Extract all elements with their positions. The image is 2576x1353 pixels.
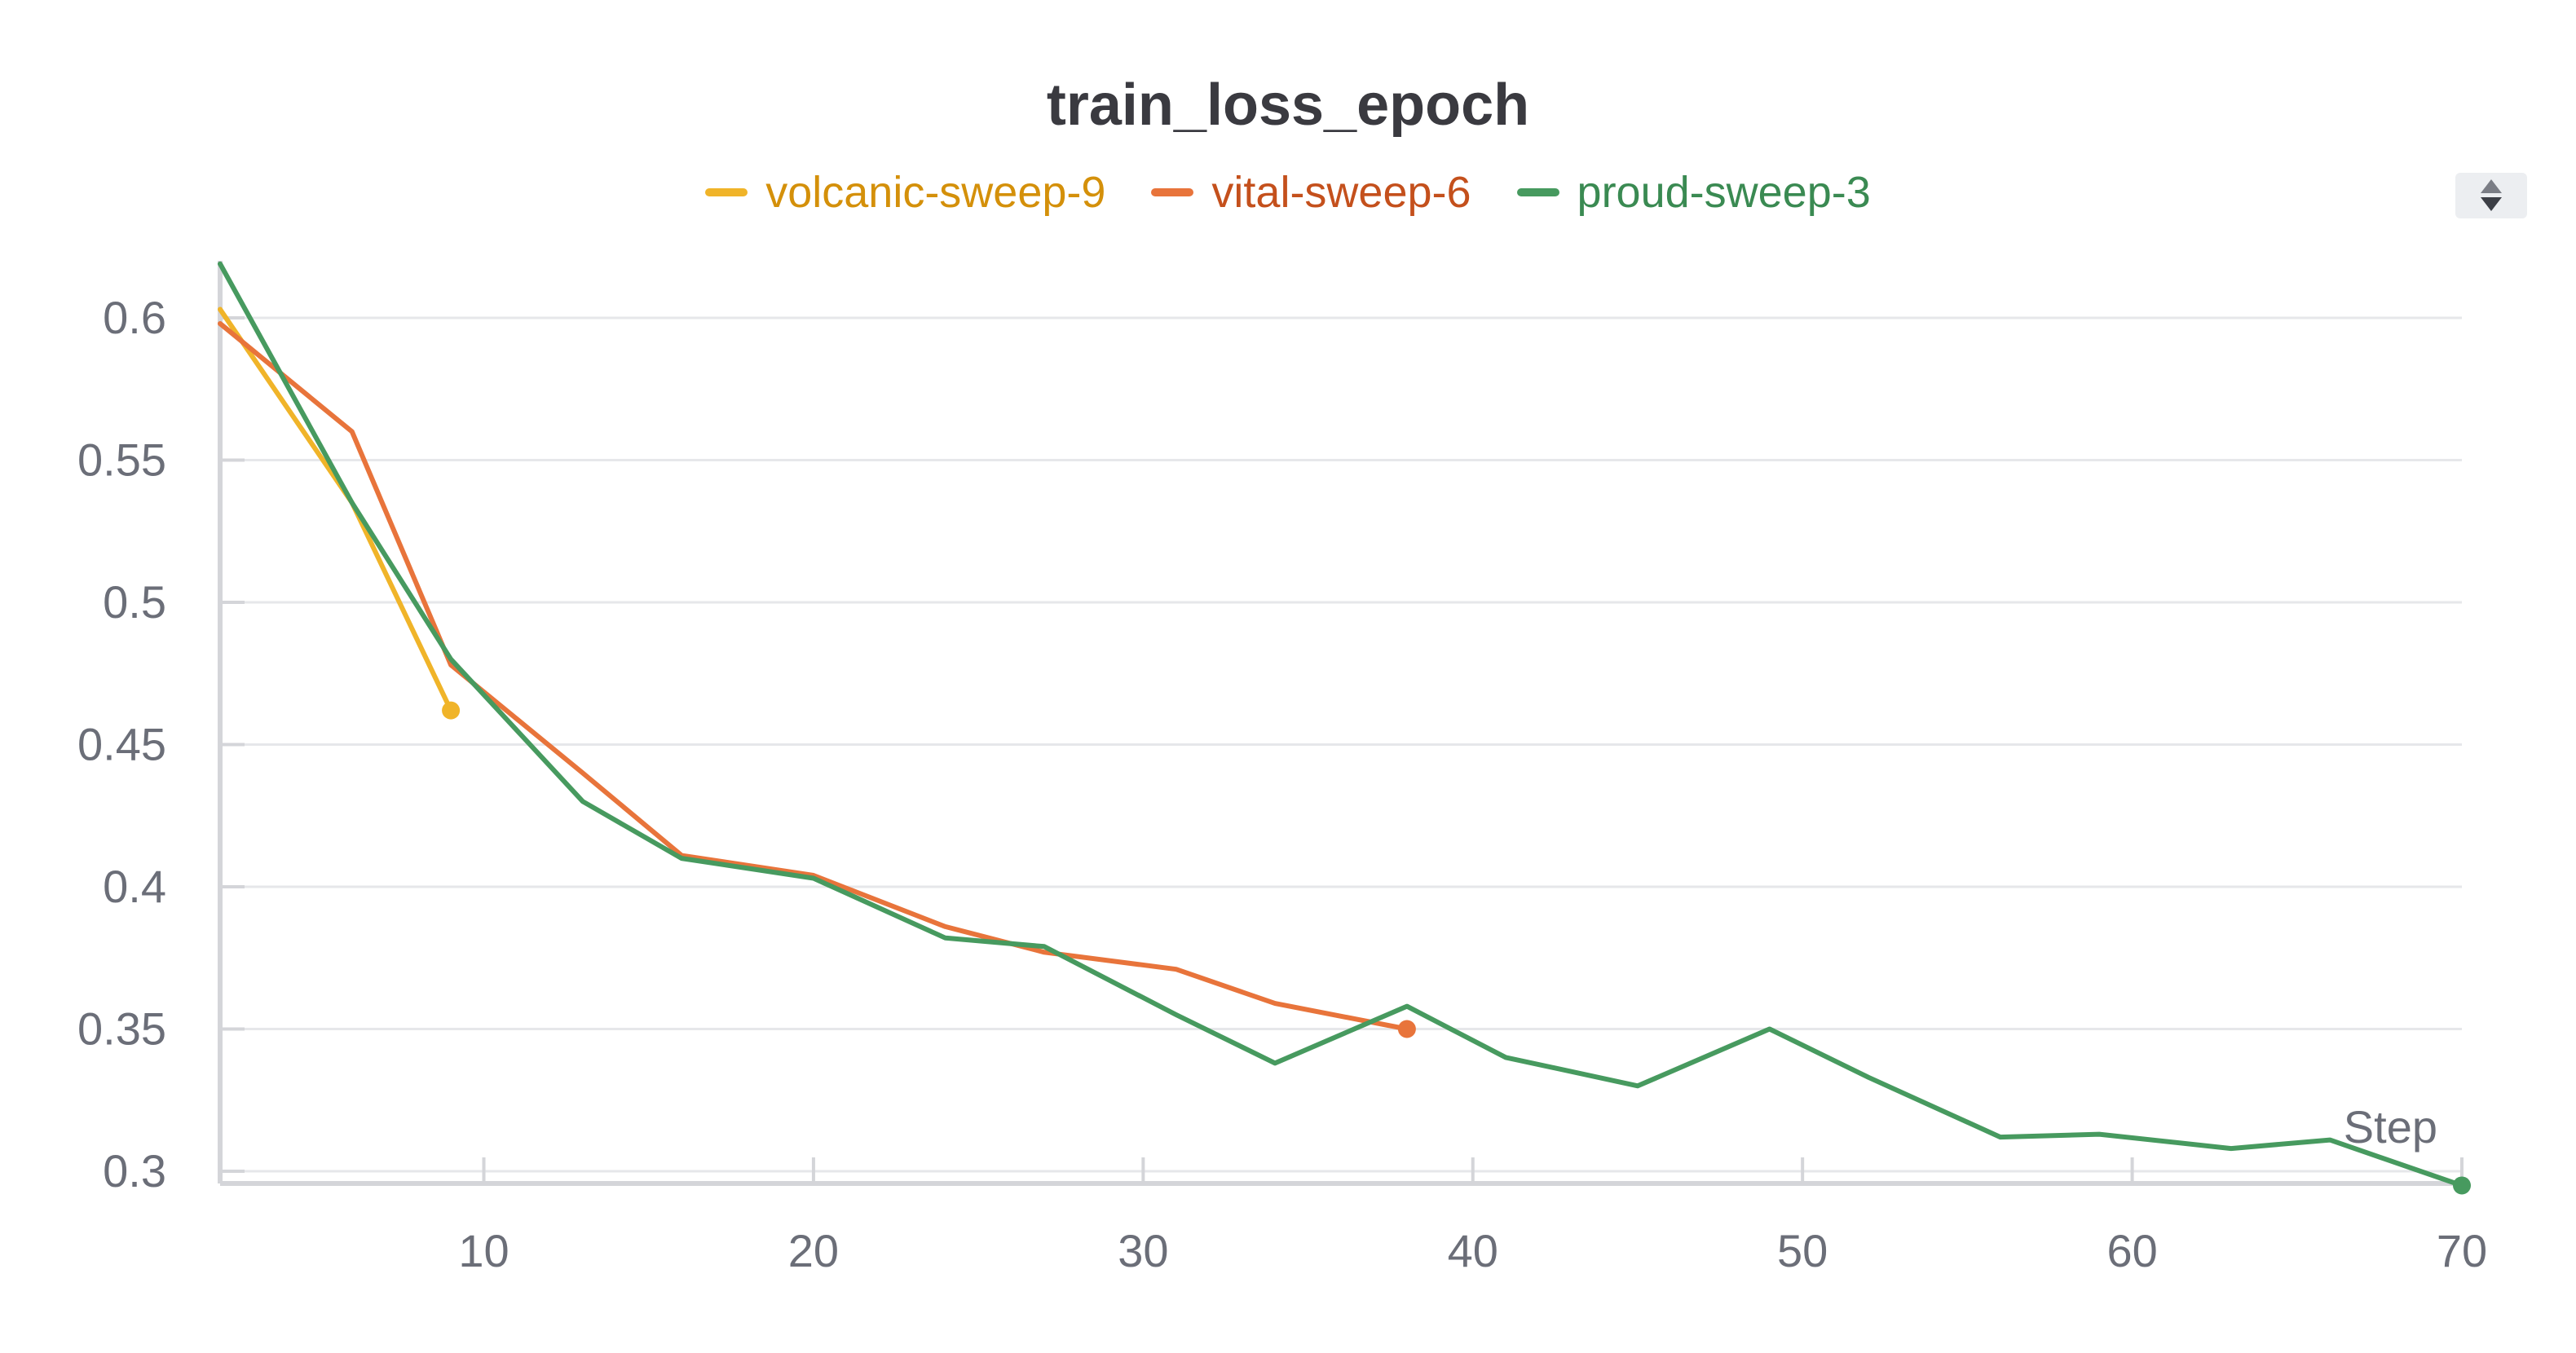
legend-item-proud-sweep-3[interactable]: proud-sweep-3 [1516, 167, 1871, 218]
x-tick-label: 30 [1118, 1225, 1168, 1276]
series-lines [218, 261, 2471, 1195]
series-line-proud-sweep-3[interactable] [218, 261, 2464, 1188]
y-tick-label: 0.5 [103, 576, 166, 628]
legend-label-volcanic-sweep-9: volcanic-sweep-9 [765, 168, 1106, 217]
legend-item-vital-sweep-6[interactable]: vital-sweep-6 [1151, 167, 1471, 218]
y-tick-label: 0.3 [103, 1145, 166, 1197]
axes [218, 261, 2462, 1186]
y-axis-ticks: 0.3 0.35 0.4 0.45 0.5 0.55 0.6 [77, 292, 245, 1197]
legend-label-vital-sweep-6: vital-sweep-6 [1211, 168, 1471, 217]
x-tick-label: 10 [458, 1225, 509, 1276]
y-tick-label: 0.6 [103, 292, 166, 343]
chart-legend: volcanic-sweep-9 vital-sweep-6 proud-swe… [0, 167, 2576, 218]
x-axis-label: Step [2344, 1101, 2437, 1152]
grid-lines [220, 316, 2462, 1173]
series-line-vital-sweep-6[interactable] [218, 321, 1409, 1032]
x-axis-ticks: 10 20 30 40 50 60 70 [458, 1157, 2487, 1276]
series-endpoint-proud-sweep-3[interactable] [2453, 1176, 2471, 1195]
y-tick-label: 0.4 [103, 861, 166, 912]
x-tick-label: 40 [1448, 1225, 1498, 1276]
legend-item-volcanic-sweep-9[interactable]: volcanic-sweep-9 [705, 167, 1105, 218]
x-tick-label: 60 [2106, 1225, 2157, 1276]
legend-swatch-proud-sweep-3 [1516, 188, 1559, 196]
x-tick-label: 70 [2437, 1225, 2487, 1276]
x-tick-label: 50 [1777, 1225, 1828, 1276]
sort-down-icon [2481, 197, 2502, 211]
series-endpoint-vital-sweep-6[interactable] [1397, 1020, 1416, 1038]
y-tick-label: 0.35 [77, 1003, 166, 1055]
chart-title: train_loss_epoch [1046, 73, 1530, 138]
y-tick-label: 0.55 [77, 434, 166, 486]
series-line-volcanic-sweep-9[interactable] [218, 306, 454, 713]
y-tick-label: 0.45 [77, 719, 166, 770]
x-tick-label: 20 [788, 1225, 839, 1276]
legend-sort-button[interactable] [2455, 173, 2527, 218]
legend-label-proud-sweep-3: proud-sweep-3 [1577, 168, 1871, 217]
series-endpoint-volcanic-sweep-9[interactable] [442, 701, 461, 720]
sort-up-icon [2481, 179, 2502, 193]
legend-swatch-volcanic-sweep-9 [705, 188, 748, 196]
legend-swatch-vital-sweep-6 [1151, 188, 1194, 196]
